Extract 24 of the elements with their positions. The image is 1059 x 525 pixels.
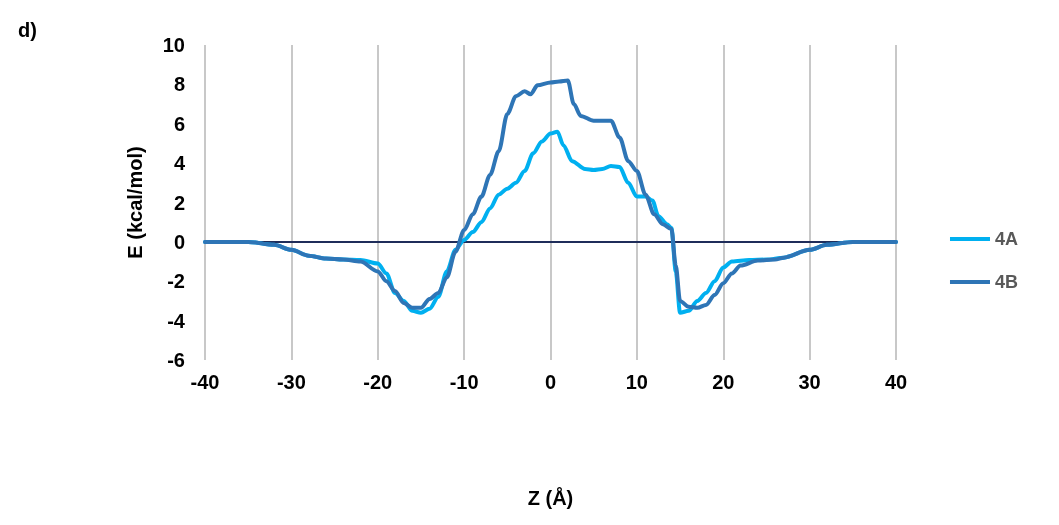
y-tick-label: 4 (173, 152, 186, 175)
x-tick-label: -30 (276, 371, 306, 393)
x-tick-label: -10 (449, 371, 479, 393)
y-tick-label: -4 (167, 309, 186, 332)
line-series (203, 78, 898, 310)
text: d) (18, 19, 37, 41)
legend-label: 4A (994, 229, 1019, 249)
y-tick-label: 0 (173, 230, 185, 253)
y-tick-label: 10 (162, 34, 185, 56)
y-tick-label: 2 (173, 191, 185, 214)
y-tick-label: -6 (167, 349, 185, 371)
legend-label: 4B (994, 272, 1019, 292)
x-tick-label: 20 (712, 371, 735, 393)
x-tick-label: 30 (798, 371, 821, 393)
y-tick-label: 6 (173, 112, 185, 135)
y-axis-title: E (kcal/mol) (124, 146, 146, 259)
y-tick-label: -2 (167, 270, 185, 293)
y-tick-label: 8 (173, 73, 185, 96)
x-tick-label: -20 (363, 371, 393, 393)
x-axis-title: Z (Å) (527, 486, 574, 509)
x-tick-label: 10 (625, 371, 648, 393)
x-tick-label: 40 (884, 371, 908, 393)
x-tick-label: -40 (190, 371, 220, 393)
x-tick-label: 0 (544, 371, 557, 393)
